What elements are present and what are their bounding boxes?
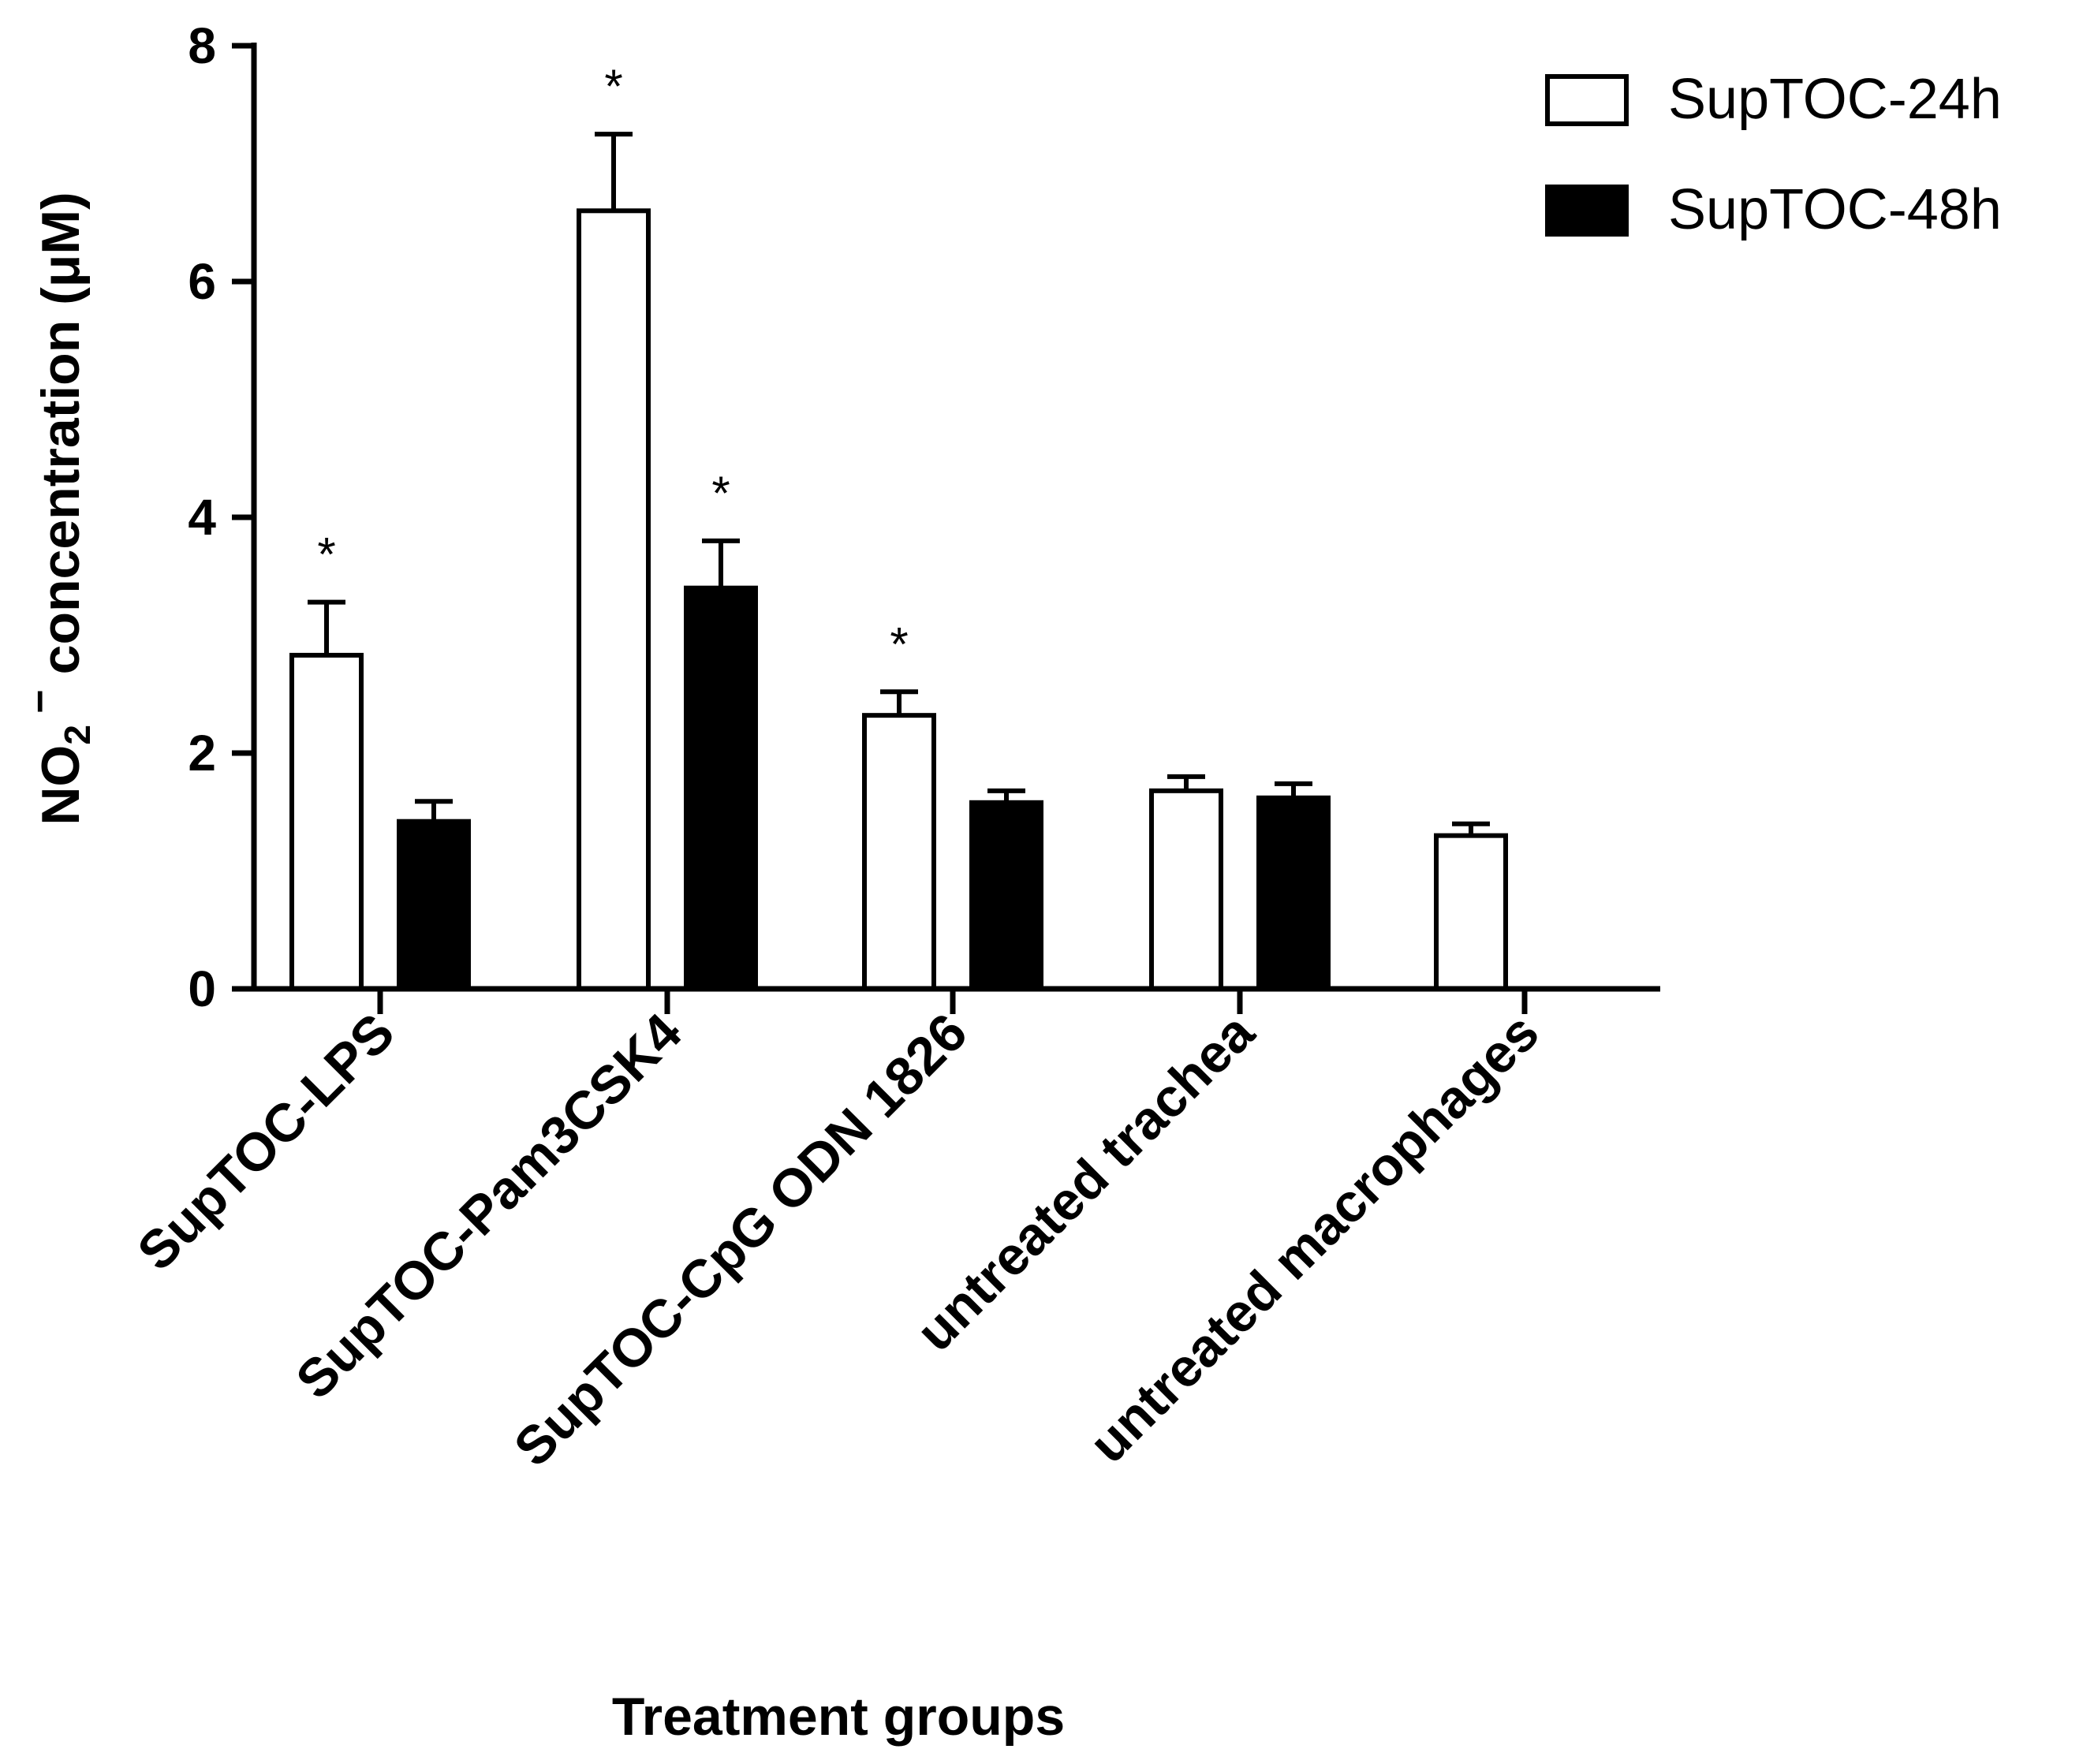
legend-swatch-48h: [1545, 185, 1629, 237]
legend: SupTOC-24h SupTOC-48h: [1545, 68, 2002, 241]
legend-label-24h: SupTOC-24h: [1668, 68, 2002, 131]
x-category-label: untreated macrophages: [1078, 1002, 1551, 1475]
y-tick-label: 4: [188, 489, 216, 546]
significance-star: *: [317, 528, 335, 581]
significance-star: *: [890, 617, 908, 670]
y-tick-label: 0: [188, 960, 216, 1017]
bar-48h: [1256, 795, 1331, 991]
x-axis-title: Treatment groups: [612, 1687, 1065, 1747]
bar-48h: [397, 819, 471, 991]
x-category-label: SupTOC-CpG ODN 1826: [502, 1002, 978, 1478]
bar-24h: [577, 208, 651, 991]
y-axis-title: NO2 − concentration (μM): [17, 192, 98, 825]
bar-24h: [289, 652, 364, 991]
bar-24h: [1149, 788, 1223, 992]
chart-marks: * * * *: [289, 60, 1508, 992]
x-category-label: SupTOC-LPS: [126, 1002, 406, 1282]
significance-star: *: [604, 60, 622, 113]
y-tick-label: 8: [188, 17, 216, 74]
legend-label-48h: SupTOC-48h: [1668, 178, 2002, 241]
bar-48h: [969, 800, 1043, 991]
y-tick-label: 2: [188, 725, 216, 781]
bar-24h: [1434, 833, 1508, 992]
bar-48h: [684, 585, 758, 991]
significance-star: *: [711, 467, 730, 520]
bar-24h: [862, 713, 936, 991]
legend-swatch-24h: [1545, 74, 1629, 126]
y-tick-label: 6: [188, 253, 216, 310]
